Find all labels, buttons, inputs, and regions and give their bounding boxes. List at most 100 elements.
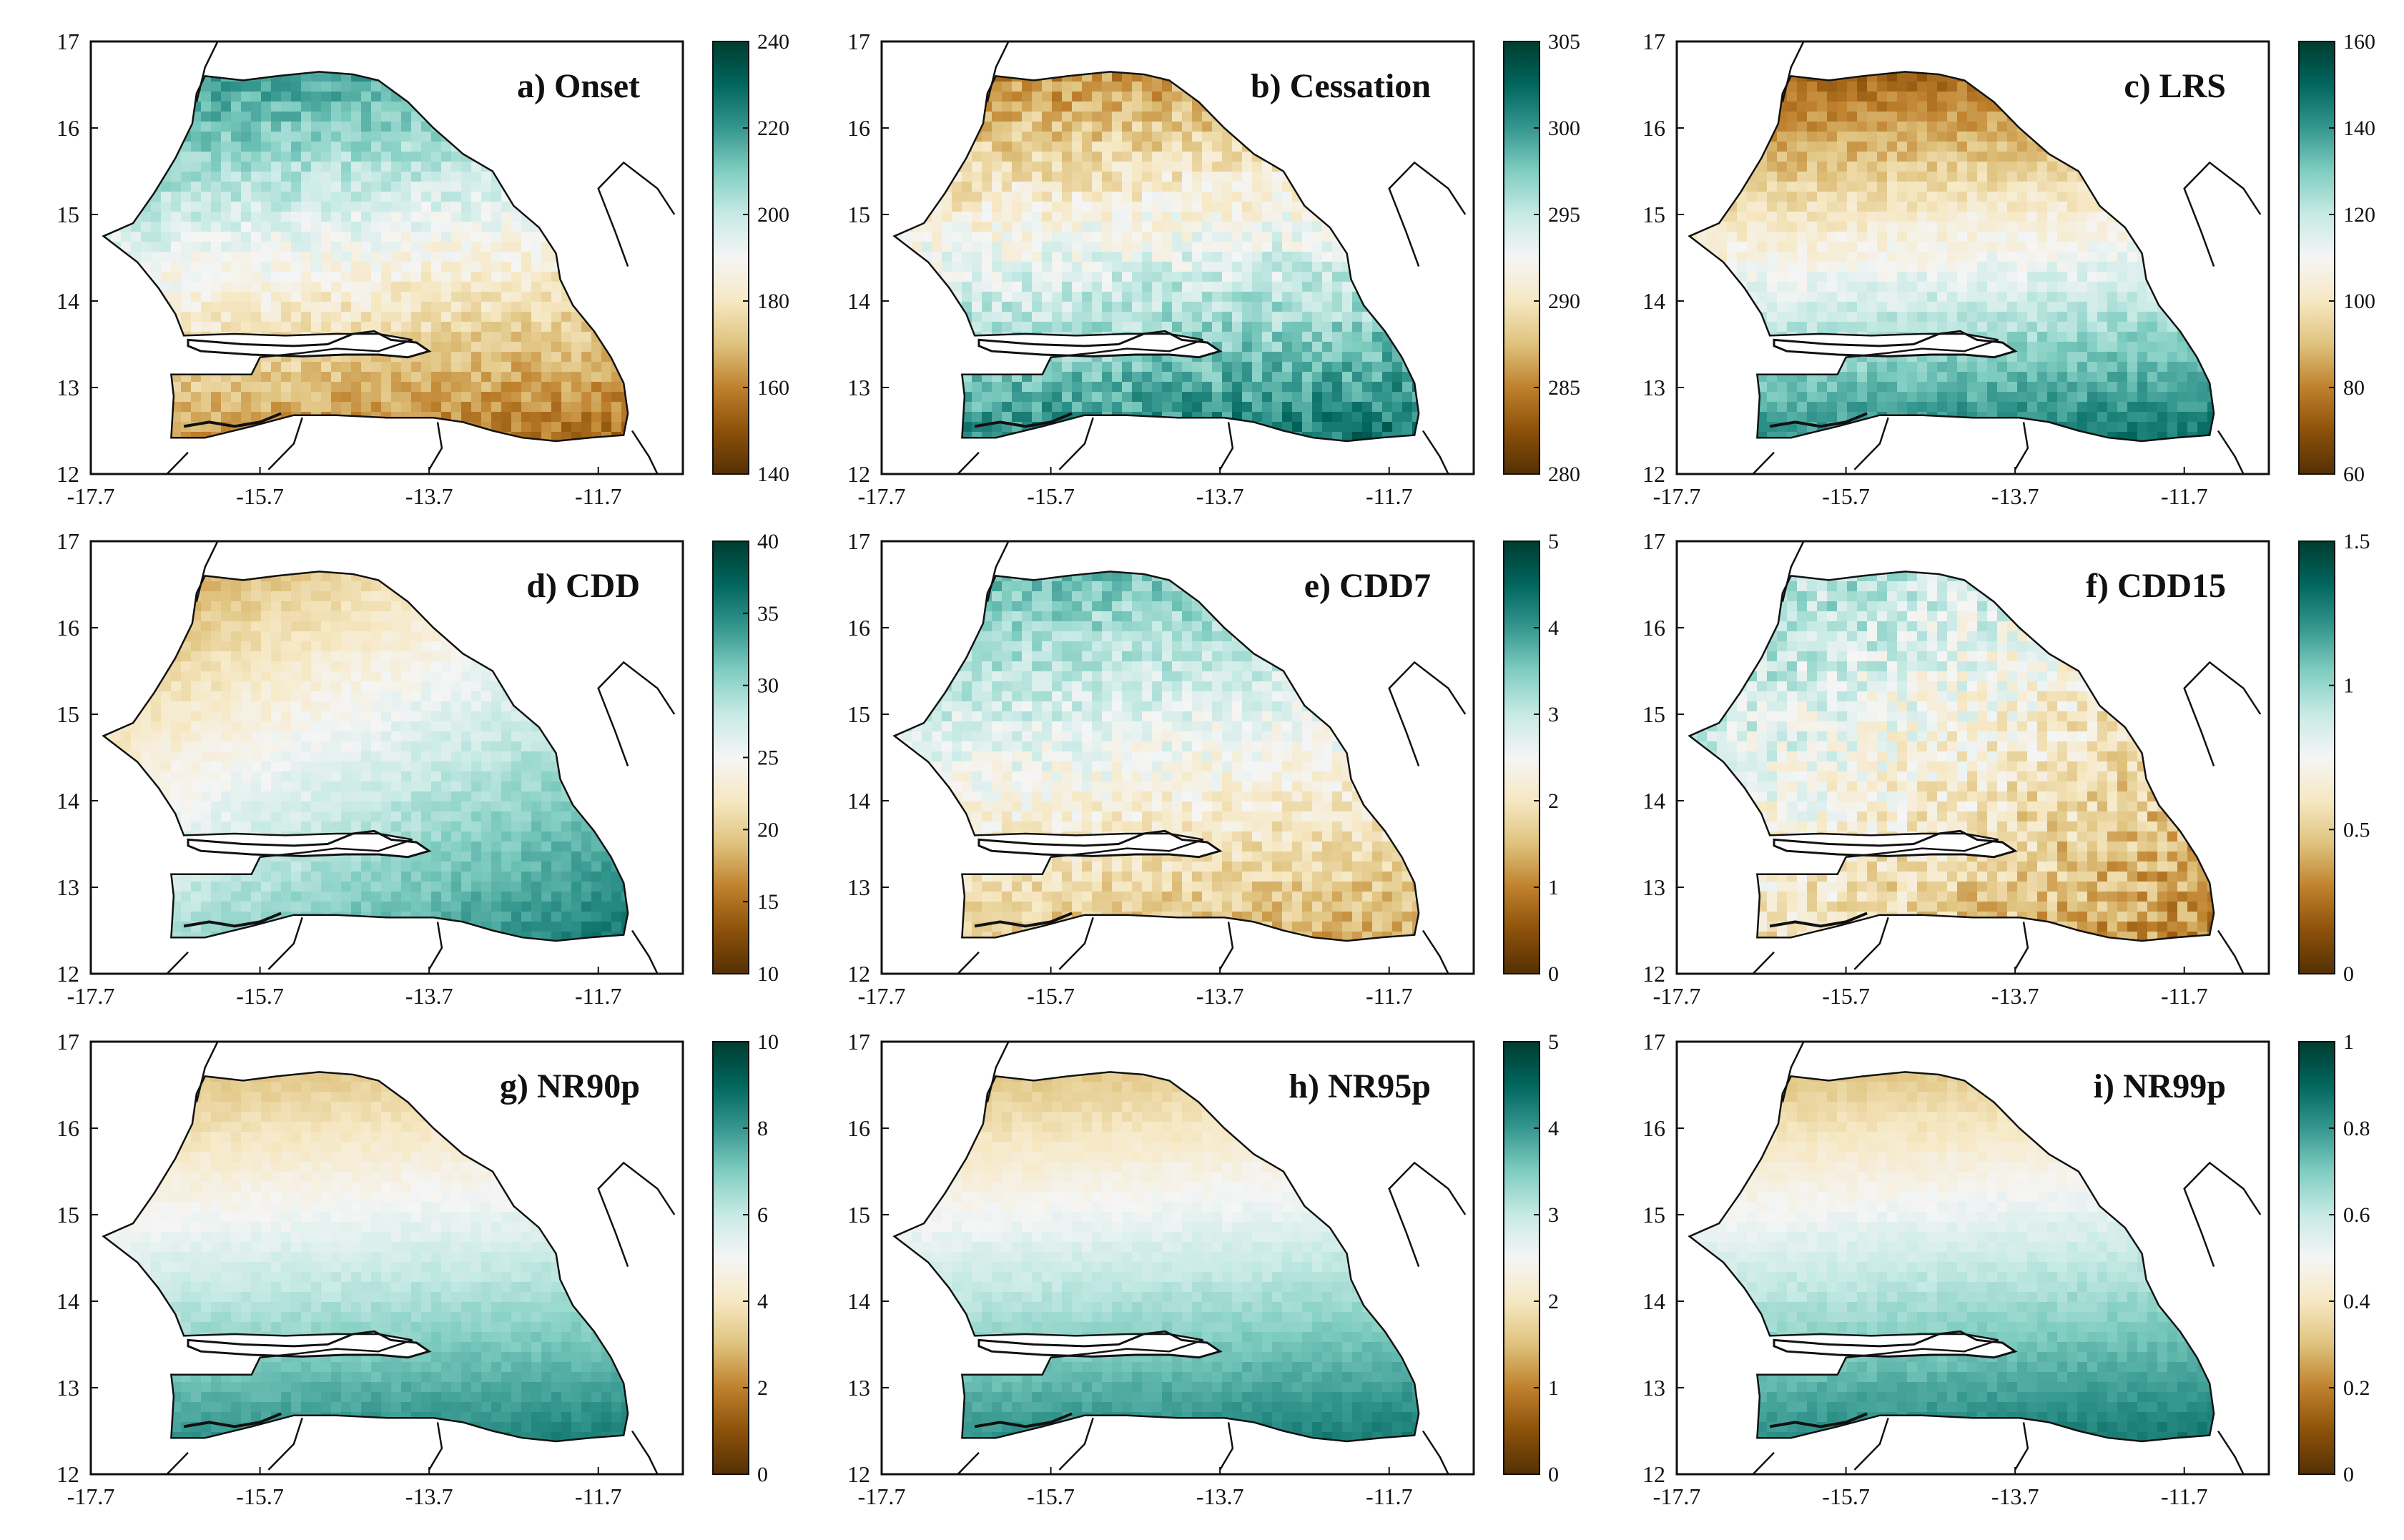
heatmap-cell: [1052, 362, 1063, 372]
heatmap-cell: [932, 152, 942, 162]
heatmap-cell: [501, 352, 512, 362]
heatmap-cell: [361, 392, 372, 403]
heatmap-cell: [882, 172, 892, 182]
heatmap-cell: [932, 102, 942, 112]
heatmap-cell: [141, 412, 152, 423]
heatmap-cell: [671, 322, 682, 332]
heatmap-cell: [331, 452, 342, 463]
heatmap-cell: [291, 152, 302, 162]
heatmap-cell: [291, 222, 302, 232]
heatmap-cell: [501, 92, 512, 102]
heatmap-cell: [581, 162, 592, 172]
heatmap-cell: [1462, 102, 1473, 112]
heatmap-cell: [1002, 322, 1013, 332]
heatmap-cell: [942, 71, 952, 72]
heatmap-cell: [1362, 172, 1373, 182]
heatmap-cell: [181, 222, 192, 232]
heatmap-cell: [571, 372, 582, 382]
heatmap-cell: [1442, 51, 1453, 62]
heatmap-cell: [191, 122, 202, 132]
heatmap-cell: [401, 432, 412, 441]
heatmap-cell: [1302, 142, 1313, 152]
heatmap-cell: [1082, 82, 1093, 92]
heatmap-cell: [411, 332, 422, 342]
heatmap-cell: [1112, 162, 1123, 172]
heatmap-cell: [1232, 71, 1243, 72]
heatmap-cell: [481, 262, 492, 272]
heatmap-cell: [671, 272, 682, 282]
heatmap-cell: [441, 182, 452, 192]
heatmap-cell: [481, 122, 492, 132]
heatmap-cell: [1022, 182, 1033, 192]
heatmap-cell: [1122, 362, 1133, 372]
heatmap-cell: [1132, 292, 1143, 302]
heatmap-cell: [932, 312, 942, 322]
heatmap-cell: [561, 262, 572, 272]
heatmap-cell: [361, 292, 372, 302]
heatmap-cell: [1232, 302, 1243, 312]
heatmap-cell: [391, 232, 402, 242]
heatmap-cell: [361, 182, 372, 192]
heatmap-cell: [401, 462, 412, 473]
heatmap-cell: [1152, 262, 1163, 272]
heatmap-cell: [381, 402, 392, 413]
heatmap-cell: [111, 92, 122, 102]
heatmap-cell: [111, 302, 122, 312]
heatmap-cell: [311, 372, 322, 382]
heatmap-cell: [371, 182, 382, 192]
heatmap-cell: [1392, 282, 1403, 292]
heatmap-cell: [1122, 242, 1133, 252]
heatmap-cell: [281, 422, 292, 433]
heatmap-cell: [1342, 372, 1353, 382]
heatmap-cell: [1252, 262, 1263, 272]
heatmap-cell: [1442, 252, 1453, 262]
heatmap-cell: [601, 132, 612, 142]
heatmap-cell: [531, 402, 542, 413]
heatmap-cell: [381, 71, 392, 82]
heatmap-cell: [181, 302, 192, 312]
heatmap-cell: [381, 112, 392, 122]
heatmap-cell: [411, 272, 422, 282]
heatmap-cell: [1222, 402, 1233, 413]
heatmap-cell: [661, 212, 672, 222]
heatmap-cell: [1212, 142, 1223, 152]
heatmap-cell: [221, 442, 232, 453]
heatmap-cell: [121, 152, 132, 162]
heatmap-cell: [992, 282, 1003, 292]
heatmap-cell: [1262, 342, 1273, 352]
heatmap-cell: [1332, 252, 1343, 262]
heatmap-cell: [531, 112, 542, 122]
heatmap-cell: [1332, 212, 1343, 222]
heatmap-cell: [351, 192, 362, 202]
heatmap-cell: [401, 242, 412, 252]
heatmap-cell: [331, 202, 342, 212]
heatmap-cell: [311, 132, 322, 142]
heatmap-cell: [291, 442, 302, 453]
heatmap-cell: [251, 152, 262, 162]
heatmap-cell: [1222, 102, 1233, 112]
heatmap-cell: [131, 302, 142, 312]
heatmap-cell: [1182, 302, 1193, 312]
heatmap-cell: [1242, 112, 1253, 122]
heatmap-cell: [894, 272, 902, 282]
heatmap-cell: [1312, 132, 1323, 142]
heatmap-cell: [1222, 41, 1233, 52]
heatmap-cell: [1422, 222, 1433, 232]
heatmap-cell: [91, 162, 102, 172]
heatmap-cell: [351, 402, 362, 413]
heatmap-cell: [581, 372, 592, 382]
heatmap-cell: [651, 312, 662, 322]
heatmap-cell: [1172, 252, 1183, 262]
heatmap-cell: [231, 152, 242, 162]
heatmap-cell: [1102, 302, 1113, 312]
heatmap-cell: [1222, 182, 1233, 192]
heatmap-cell: [1192, 112, 1203, 122]
heatmap-cell: [311, 362, 322, 372]
heatmap-cell: [381, 452, 392, 463]
heatmap-cell: [451, 182, 462, 192]
neighbour-border: [166, 451, 189, 475]
heatmap-cell: [1202, 272, 1213, 282]
heatmap-cell: [381, 162, 392, 172]
heatmap-cell: [1242, 262, 1253, 272]
heatmap-cell: [151, 212, 162, 222]
